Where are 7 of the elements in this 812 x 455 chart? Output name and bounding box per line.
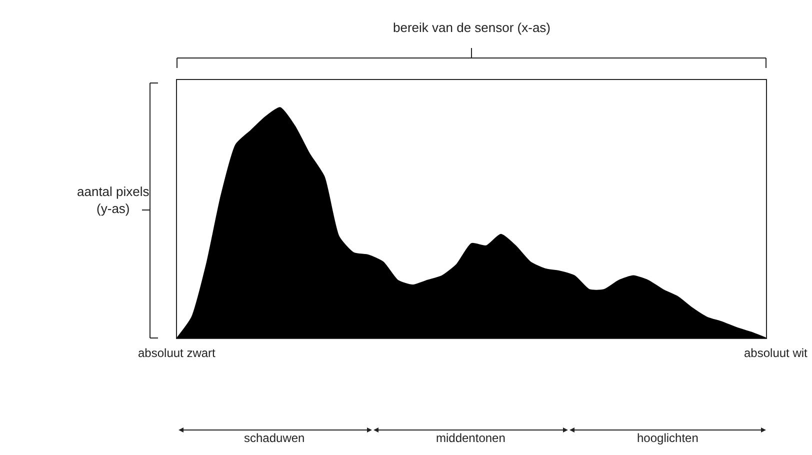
text: absoluut zwart — [138, 346, 216, 360]
y-axis-title: aantal pixels (y-as) — [77, 184, 150, 216]
text: middentonen — [436, 431, 506, 445]
text: bereik van de sensor (x-as) — [393, 20, 551, 35]
text: schaduwen — [244, 431, 305, 445]
text: hooglichten — [637, 431, 698, 445]
text: absoluut wit — [744, 346, 808, 360]
